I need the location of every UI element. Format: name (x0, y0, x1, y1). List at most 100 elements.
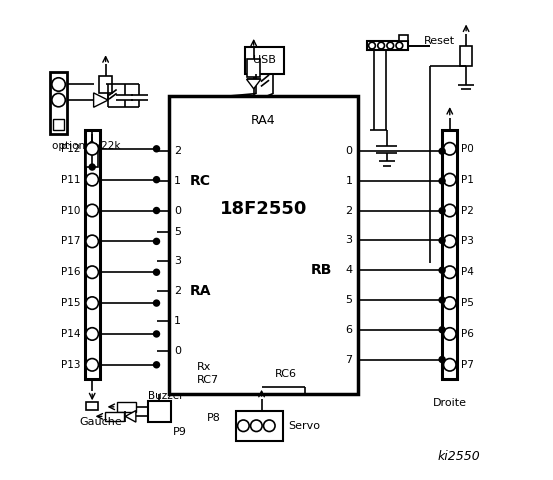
Circle shape (439, 178, 445, 184)
Circle shape (439, 208, 445, 214)
Polygon shape (247, 79, 261, 89)
Circle shape (86, 297, 98, 309)
Circle shape (86, 204, 98, 217)
Text: 0: 0 (174, 346, 181, 356)
Bar (236, 411, 283, 441)
Text: P11: P11 (61, 175, 81, 185)
Text: P3: P3 (461, 236, 474, 246)
Polygon shape (126, 410, 136, 422)
Bar (442, 130, 457, 379)
Circle shape (396, 42, 403, 49)
Text: P2: P2 (461, 205, 474, 216)
Circle shape (439, 357, 445, 362)
Bar (86, 149, 98, 167)
Polygon shape (93, 93, 108, 108)
Text: USB: USB (253, 56, 276, 65)
Bar (367, 41, 408, 50)
Text: P9: P9 (173, 427, 187, 437)
Text: Buzzer: Buzzer (148, 391, 184, 401)
Text: Servo: Servo (289, 421, 321, 431)
Circle shape (89, 164, 95, 170)
Text: 1: 1 (174, 176, 181, 186)
Text: P0: P0 (461, 144, 474, 154)
Circle shape (439, 267, 445, 273)
Circle shape (154, 269, 159, 275)
Circle shape (86, 328, 98, 340)
Text: P1: P1 (461, 175, 474, 185)
Circle shape (86, 143, 98, 155)
Circle shape (439, 238, 445, 243)
Circle shape (444, 143, 456, 155)
Bar (86, 402, 98, 410)
Text: option 8x22k: option 8x22k (53, 142, 121, 151)
Text: P12: P12 (61, 144, 81, 154)
Text: P6: P6 (461, 329, 474, 339)
Text: Reset: Reset (424, 36, 455, 46)
Circle shape (154, 362, 159, 368)
Bar (460, 46, 472, 66)
Text: RC7: RC7 (197, 375, 220, 385)
Bar (50, 72, 67, 134)
Bar (105, 411, 124, 421)
Bar (100, 76, 112, 93)
Text: 1: 1 (174, 316, 181, 326)
Circle shape (154, 331, 159, 337)
Bar (247, 59, 260, 77)
Circle shape (86, 235, 98, 248)
Text: Droite: Droite (433, 398, 467, 408)
Text: P8: P8 (207, 413, 221, 422)
Text: P17: P17 (61, 236, 81, 246)
Circle shape (52, 78, 65, 91)
Text: Rx: Rx (197, 362, 212, 372)
Circle shape (444, 235, 456, 248)
Text: P4: P4 (461, 267, 474, 277)
Text: P10: P10 (61, 205, 81, 216)
Text: 3: 3 (174, 256, 181, 266)
Text: RA: RA (190, 284, 212, 298)
Circle shape (154, 208, 159, 214)
Bar (399, 35, 408, 41)
Text: 18F2550: 18F2550 (220, 200, 307, 218)
Text: 2: 2 (174, 286, 181, 296)
Circle shape (264, 420, 275, 432)
Circle shape (439, 327, 445, 333)
Circle shape (439, 297, 445, 303)
Bar (169, 96, 358, 394)
Circle shape (444, 359, 456, 371)
Text: 5: 5 (345, 295, 352, 305)
Text: 2: 2 (345, 206, 352, 216)
Text: Gauche: Gauche (80, 418, 122, 427)
Circle shape (444, 204, 456, 217)
Circle shape (251, 420, 262, 432)
Circle shape (86, 359, 98, 371)
Circle shape (86, 173, 98, 186)
Circle shape (154, 146, 159, 152)
Circle shape (369, 42, 375, 49)
Circle shape (154, 177, 159, 182)
Circle shape (52, 93, 65, 107)
Text: P14: P14 (61, 329, 81, 339)
Text: 0: 0 (174, 206, 181, 216)
Circle shape (387, 42, 394, 49)
Text: 2: 2 (174, 146, 181, 156)
Text: ki2550: ki2550 (437, 449, 480, 463)
Text: P13: P13 (61, 360, 81, 370)
Text: RB: RB (310, 263, 332, 277)
Bar (117, 402, 136, 412)
Circle shape (154, 239, 159, 244)
Circle shape (439, 148, 445, 154)
Bar (85, 130, 100, 379)
Text: P5: P5 (461, 298, 474, 308)
Text: P16: P16 (61, 267, 81, 277)
Circle shape (444, 328, 456, 340)
Text: P7: P7 (461, 360, 474, 370)
Bar (246, 47, 284, 74)
Circle shape (86, 266, 98, 278)
Text: 6: 6 (345, 325, 352, 335)
Text: 1: 1 (345, 176, 352, 186)
Circle shape (444, 173, 456, 186)
Bar (53, 119, 64, 130)
Text: 4: 4 (345, 265, 352, 275)
Text: RC6: RC6 (275, 370, 297, 379)
Text: 0: 0 (345, 146, 352, 156)
